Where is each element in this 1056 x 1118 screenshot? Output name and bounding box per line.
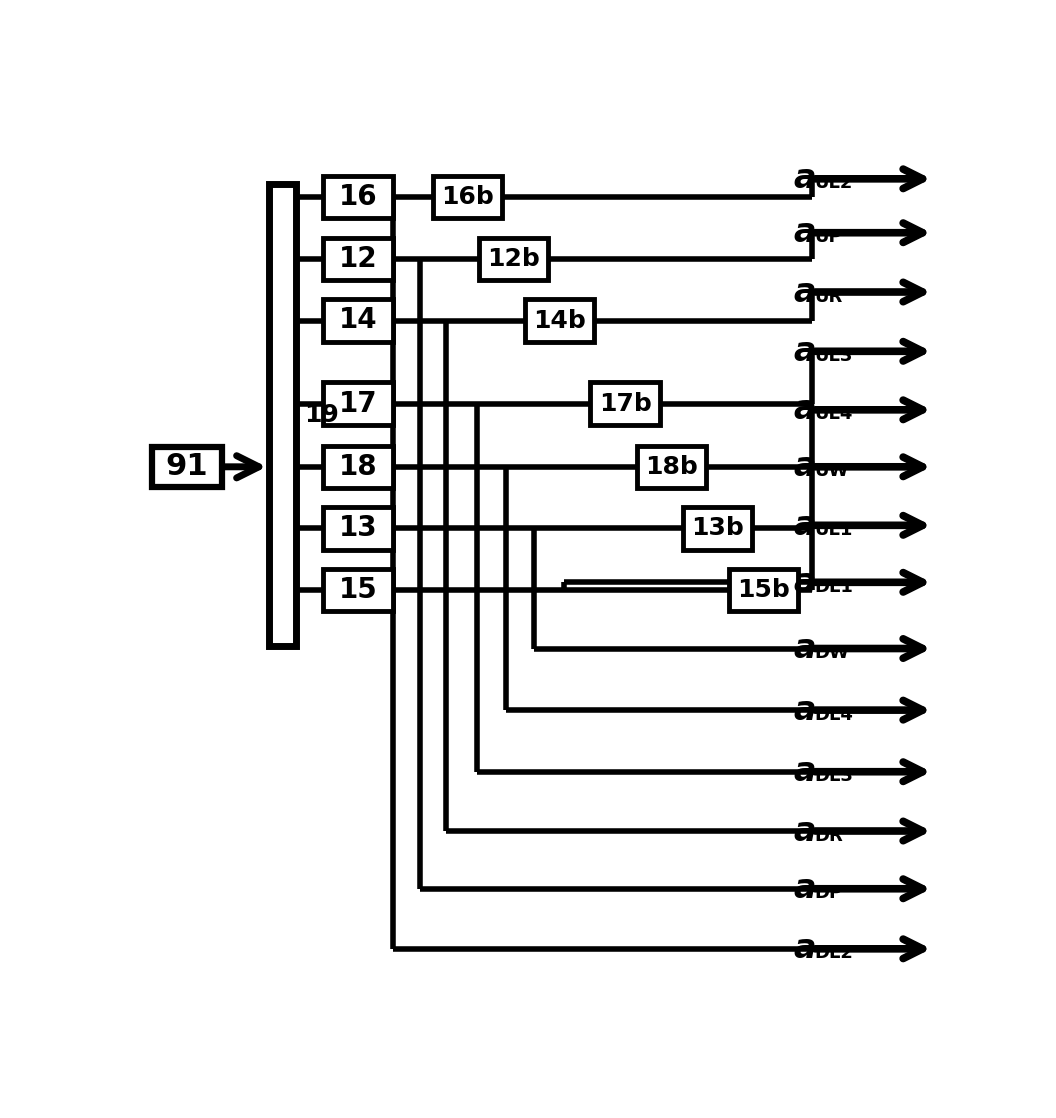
Bar <box>323 300 393 342</box>
Bar <box>525 300 595 342</box>
Text: 15b: 15b <box>737 578 790 601</box>
Text: 13b: 13b <box>692 517 743 540</box>
Text: DL2: DL2 <box>814 945 853 963</box>
Text: DL3: DL3 <box>814 767 853 785</box>
Text: 17: 17 <box>339 390 377 418</box>
Bar <box>323 508 393 550</box>
Text: DL4: DL4 <box>814 705 853 723</box>
Bar <box>683 508 752 550</box>
Text: 18b: 18b <box>645 455 698 479</box>
Text: UP: UP <box>814 228 843 246</box>
Text: a: a <box>793 509 815 542</box>
Text: 16: 16 <box>339 183 377 211</box>
Text: a: a <box>793 756 815 788</box>
Text: UL2: UL2 <box>814 174 853 192</box>
Bar <box>269 184 297 646</box>
Text: UL1: UL1 <box>814 521 853 539</box>
Text: a: a <box>793 815 815 847</box>
Text: a: a <box>793 566 815 599</box>
Bar <box>323 238 393 281</box>
Text: 17b: 17b <box>599 391 652 416</box>
Bar <box>152 447 222 486</box>
Text: a: a <box>793 872 815 906</box>
Text: a: a <box>793 632 815 665</box>
Text: 12b: 12b <box>487 247 540 271</box>
Bar <box>637 446 706 487</box>
Text: a: a <box>793 394 815 426</box>
Bar <box>729 569 798 612</box>
Bar <box>323 569 393 612</box>
Text: UW: UW <box>814 463 849 481</box>
Text: 15: 15 <box>339 576 377 604</box>
Text: 19: 19 <box>304 404 339 427</box>
Text: a: a <box>793 334 815 368</box>
Text: a: a <box>793 451 815 483</box>
Text: 16b: 16b <box>441 186 493 209</box>
Text: a: a <box>793 216 815 249</box>
Bar <box>323 177 393 218</box>
Text: a: a <box>793 275 815 309</box>
Bar <box>323 446 393 487</box>
Text: 12: 12 <box>339 245 377 273</box>
Bar <box>433 177 502 218</box>
Text: UL3: UL3 <box>814 347 853 364</box>
Bar <box>323 382 393 425</box>
Bar <box>478 238 548 281</box>
Text: 14b: 14b <box>533 309 586 332</box>
Text: 91: 91 <box>166 453 208 482</box>
Text: 18: 18 <box>339 453 377 481</box>
Text: 14: 14 <box>339 306 377 334</box>
Text: DL1: DL1 <box>814 578 853 596</box>
Text: DR: DR <box>814 826 844 844</box>
Text: DW: DW <box>814 644 849 662</box>
Text: a: a <box>793 693 815 727</box>
Bar <box>590 382 660 425</box>
Text: DP: DP <box>814 884 843 902</box>
Text: UR: UR <box>814 287 843 305</box>
Text: 13: 13 <box>339 514 377 542</box>
Text: a: a <box>793 932 815 965</box>
Text: UL4: UL4 <box>814 406 853 424</box>
Text: a: a <box>793 162 815 196</box>
